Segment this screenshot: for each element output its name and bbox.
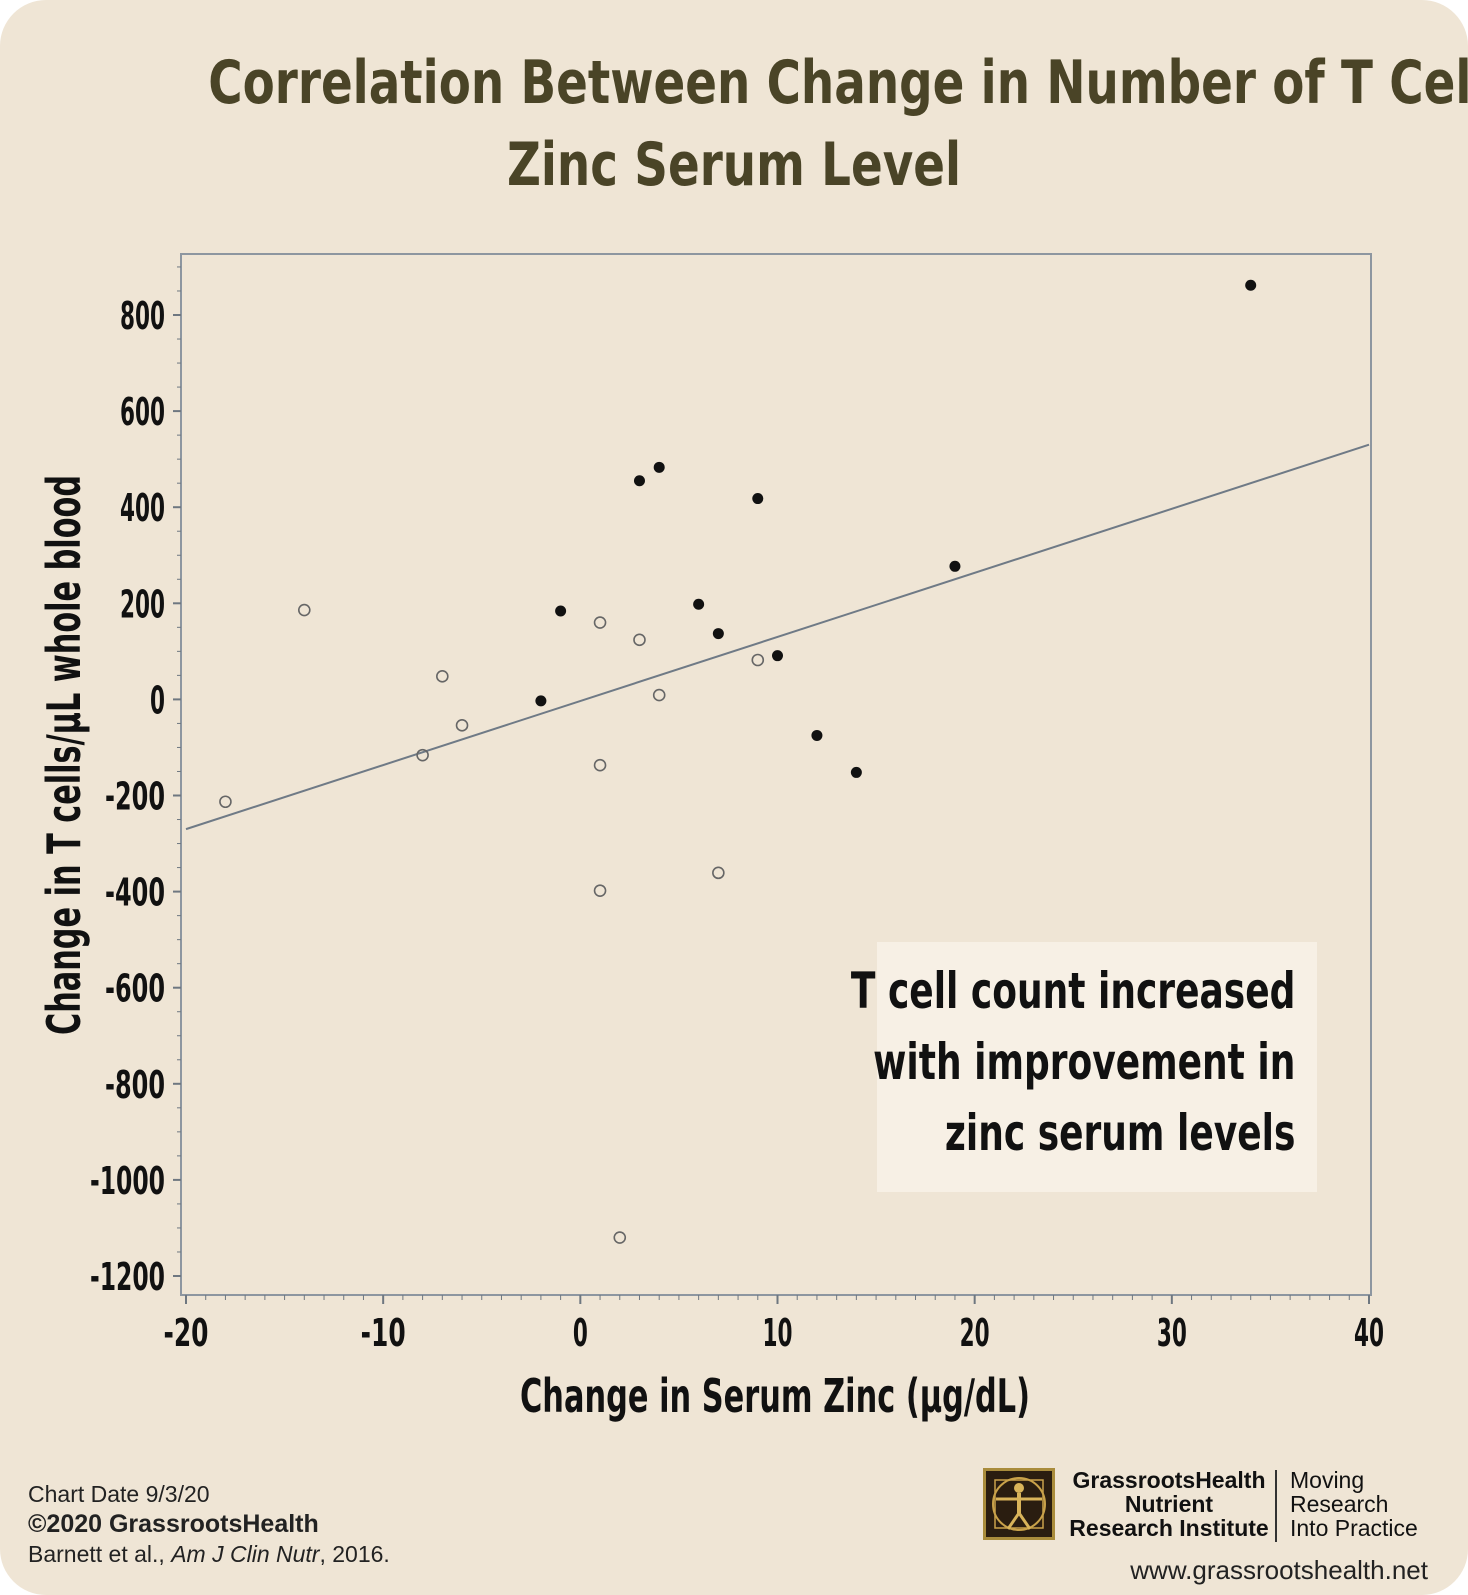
citation-year: , 2016. <box>319 1541 390 1567</box>
data-point-filled <box>633 475 645 487</box>
data-point-open <box>436 670 449 683</box>
chart-title-line2: Zinc Serum Level <box>506 130 962 200</box>
data-point-filled <box>535 695 547 707</box>
data-point-open <box>297 603 311 617</box>
x-tick-label: 30 <box>1157 1311 1187 1355</box>
tagline: Moving Research Into Practice <box>1290 1468 1418 1540</box>
y-tick-label: -600 <box>105 967 165 1011</box>
callout-line2: with improvement in <box>872 1033 1295 1091</box>
org-line1: GrassrootsHealth <box>1072 1467 1266 1493</box>
x-axis-title: Change in Serum Zinc (µg/dL) <box>520 1369 1030 1423</box>
callout-line1: T cell count increased <box>850 962 1295 1020</box>
data-point-open <box>613 1231 627 1244</box>
x-tick-label: 0 <box>573 1311 588 1355</box>
vitruvian-logo-icon <box>983 1468 1055 1540</box>
tagline-line2: Research <box>1290 1491 1389 1517</box>
data-point-open <box>633 633 646 647</box>
data-point-open <box>593 616 607 629</box>
data-point-filled <box>752 493 764 505</box>
regression-line <box>185 443 1370 831</box>
data-point-filled <box>555 605 567 617</box>
x-tick-label: 20 <box>960 1311 990 1355</box>
data-point-filled <box>850 766 862 778</box>
footer-credits: Chart Date 9/3/20 ©2020 GrassrootsHealth… <box>28 1479 390 1569</box>
y-tick-label: 200 <box>120 582 165 626</box>
copyright: ©2020 GrassrootsHealth <box>28 1510 319 1538</box>
logo-divider <box>1275 1470 1277 1542</box>
org-line2: Nutrient <box>1124 1491 1214 1517</box>
y-tick-label: -800 <box>105 1063 165 1107</box>
org-name: GrassrootsHealth Nutrient Research Insti… <box>1069 1468 1269 1540</box>
data-point-open <box>416 748 429 762</box>
tagline-line1: Moving <box>1290 1467 1365 1493</box>
data-point-open <box>593 884 607 897</box>
x-tick-label: 10 <box>763 1311 793 1355</box>
data-point-filled <box>712 628 724 640</box>
y-tick-label: 0 <box>150 678 165 722</box>
y-tick-label: -1000 <box>90 1159 165 1203</box>
chart-title-line1: Correlation Between Change in Number of … <box>208 48 1468 118</box>
citation: Barnett et al., Am J Clin Nutr, 2016. <box>28 1539 390 1569</box>
data-point-open <box>455 719 469 732</box>
data-point-open <box>751 653 765 667</box>
data-point-filled <box>1245 279 1257 291</box>
citation-journal: Am J Clin Nutr <box>171 1541 320 1567</box>
y-tick-label: -1200 <box>90 1255 165 1299</box>
data-point-open <box>593 758 607 772</box>
org-line3: Research Institute <box>1069 1515 1269 1541</box>
chart-date: Chart Date 9/3/20 <box>28 1481 210 1507</box>
callout-box: T cell count increased with improvement … <box>850 942 1317 1192</box>
website-link[interactable]: www.grassrootshealth.net <box>1130 1555 1428 1585</box>
y-tick-label: 600 <box>120 390 165 434</box>
data-point-open <box>712 866 725 880</box>
data-point-open <box>652 688 666 702</box>
data-point-filled <box>949 560 961 572</box>
tagline-line3: Into Practice <box>1290 1515 1418 1541</box>
plot-frame <box>180 253 1372 1296</box>
y-tick-label: 400 <box>120 486 165 530</box>
x-tick-label: -10 <box>361 1311 406 1355</box>
x-tick-label: -20 <box>164 1311 209 1355</box>
x-tick-label: 40 <box>1354 1311 1384 1355</box>
y-tick-label: -400 <box>105 871 165 915</box>
y-axis-title: Change in T cells/µL whole blood <box>37 475 91 1035</box>
data-point-filled <box>653 461 665 473</box>
y-tick-label: 800 <box>120 294 165 338</box>
y-tick-label: -200 <box>105 775 165 819</box>
data-point-filled <box>772 650 783 662</box>
callout-line3: zinc serum levels <box>944 1104 1295 1162</box>
data-point-open <box>219 795 232 809</box>
data-point-filled <box>811 729 823 741</box>
data-point-filled <box>693 598 705 610</box>
citation-authors: Barnett et al., <box>28 1541 172 1567</box>
